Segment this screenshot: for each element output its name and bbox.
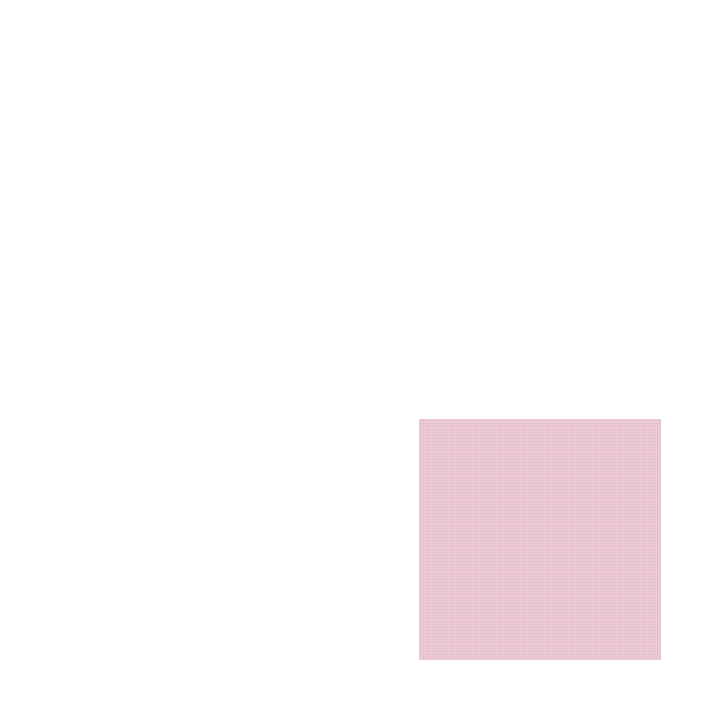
panel-info-card [360, 360, 720, 720]
panel-ratio-histogram [0, 0, 360, 360]
panel-intensity-scatter [360, 0, 720, 360]
panel-gene-intensity-histogram [0, 360, 360, 720]
info-card [419, 419, 661, 660]
